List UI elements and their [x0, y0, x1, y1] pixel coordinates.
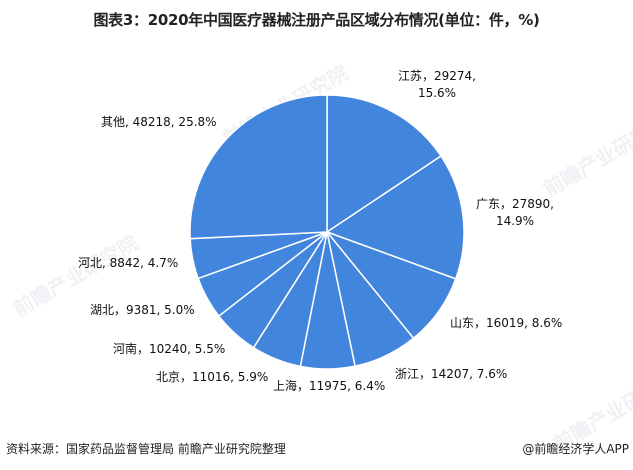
- pie-slice-江苏: [326, 94, 443, 234]
- label-hebei: 河北, 8842, 4.7%: [78, 256, 179, 270]
- source-note: 资料来源：国家药品监督管理局 前瞻产业研究院整理: [6, 442, 286, 456]
- label-shanghai: 上海，11975, 6.4%: [273, 379, 386, 393]
- label-hubei: 湖北，9381, 5.0%: [90, 303, 195, 317]
- label-zhejiang: 浙江，14207, 7.6%: [395, 367, 508, 381]
- pie-slice-广东: [325, 155, 465, 280]
- label-other: 其他, 48218, 25.8%: [101, 115, 217, 129]
- label-henan: 河南，10240, 5.5%: [113, 342, 226, 356]
- pie-slice-其他: [189, 94, 328, 240]
- label-shandong: 山东，16019, 8.6%: [450, 316, 563, 330]
- chart-title: 图表3：2020年中国医疗器械注册产品区域分布情况(单位：件，%): [93, 11, 540, 29]
- credit-note: @前瞻经济学人APP: [522, 442, 629, 456]
- label-guangdong: 广东，27890, 14.9%: [476, 197, 554, 228]
- label-jiangsu: 江苏，29274, 15.6%: [398, 69, 476, 100]
- label-beijing: 北京，11016, 5.9%: [156, 370, 269, 384]
